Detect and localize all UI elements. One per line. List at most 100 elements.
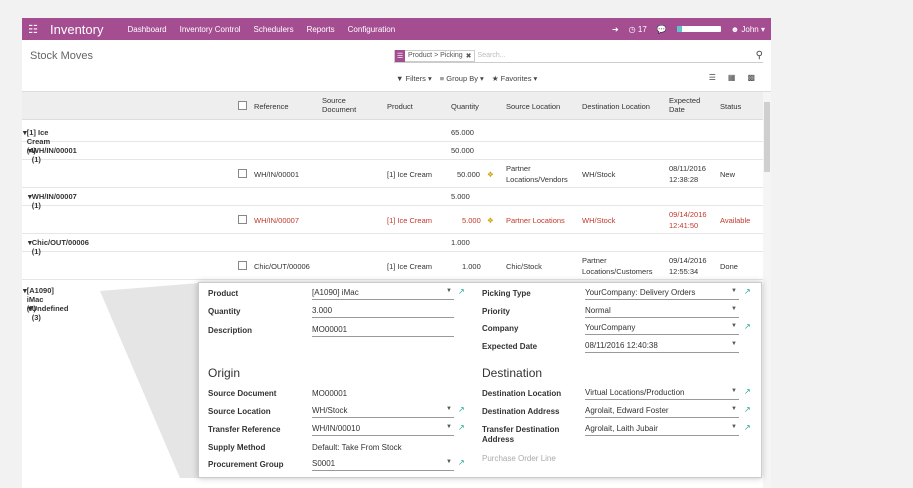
menu-configuration[interactable]: Configuration <box>347 24 396 34</box>
search-icon[interactable]: ⚲ <box>755 50 763 61</box>
user-menu[interactable]: ☻ John ▾ <box>730 24 765 34</box>
picking-type-field[interactable]: YourCompany: Delivery Orders ▼ <box>585 287 739 300</box>
favorites-label: Favorites <box>500 74 532 83</box>
table-row[interactable]: Chic/OUT/00006 [1] Ice Cream 1.000 Chic/… <box>22 252 763 280</box>
dropdown-icon[interactable]: ▼ <box>731 306 737 312</box>
company-field[interactable]: YourCompany ▼ <box>585 322 739 335</box>
search-bar[interactable]: ☰ Product > Picking ✖ Search... ⚲ <box>394 49 763 63</box>
row-checkbox[interactable] <box>238 261 247 270</box>
cell-status: Available <box>720 216 751 225</box>
cell-product: [1] Ice Cream <box>387 216 433 225</box>
external-link-icon[interactable]: ↗ <box>744 405 751 414</box>
filters-label: Filters <box>405 74 426 83</box>
company-label: Company <box>482 324 519 333</box>
apps-grid-icon[interactable]: ☷ <box>28 23 38 36</box>
row-checkbox[interactable] <box>238 215 247 224</box>
external-link-icon[interactable]: ↗ <box>458 405 465 414</box>
dropdown-icon[interactable]: ▼ <box>731 323 737 329</box>
pivot-view-icon[interactable]: ▦ <box>727 73 736 82</box>
picking-type-value: YourCompany: Delivery Orders <box>585 288 696 297</box>
menu-reports[interactable]: Reports <box>306 24 335 34</box>
col-product[interactable]: Product <box>387 102 413 111</box>
group-row-ice-cream[interactable]: ▾ [1] Ice Cream (4) 65.000 <box>22 124 763 155</box>
menu-schedulers[interactable]: Schedulers <box>253 24 294 34</box>
forecast-icon[interactable]: ❖ <box>487 170 494 179</box>
menu-inventory-control[interactable]: Inventory Control <box>179 24 241 34</box>
col-status[interactable]: Status <box>720 102 742 111</box>
priority-select[interactable]: Normal ▼ <box>585 305 739 318</box>
forecast-icon[interactable]: ❖ <box>487 216 494 225</box>
dropdown-icon[interactable]: ▼ <box>731 288 737 294</box>
col-expected-date[interactable]: Expected Date <box>669 96 701 114</box>
external-link-icon[interactable]: ↗ <box>744 387 751 396</box>
picking-type-label: Picking Type <box>482 289 531 298</box>
filters-button[interactable]: ▼ Filters ▾ <box>396 74 432 83</box>
transfer-reference-field[interactable]: WH/IN/00010 ▼ <box>312 423 454 436</box>
external-link-icon[interactable]: ↗ <box>458 458 465 467</box>
destination-location-field[interactable]: Virtual Locations/Production ▼ <box>585 387 739 400</box>
cell-destination-location: WH/Stock <box>582 170 616 179</box>
transfer-destination-field[interactable]: Agrolait, Laith Jubair ▼ <box>585 423 739 436</box>
col-source-document[interactable]: Source Document <box>322 96 357 114</box>
external-link-icon[interactable]: ↗ <box>744 423 751 432</box>
graph-view-icon[interactable]: ▩ <box>747 73 755 82</box>
activity-icon[interactable]: ◷ 17 <box>628 24 647 34</box>
group-by-button[interactable]: ≡ Group By ▾ <box>439 74 484 83</box>
expected-date-value: 08/11/2016 12:40:38 <box>585 341 658 350</box>
menu-dashboard[interactable]: Dashboard <box>127 24 167 34</box>
group-label: ▾ Chic/OUT/00006 (1) <box>28 238 89 256</box>
description-field[interactable]: MO00001 <box>312 324 454 337</box>
chat-icon[interactable]: 💬 <box>656 24 667 34</box>
search-facet[interactable]: ☰ Product > Picking ✖ <box>394 49 475 62</box>
favorites-button[interactable]: ★ Favorites ▾ <box>491 74 538 83</box>
row-checkbox[interactable] <box>238 169 247 178</box>
product-field[interactable]: [A1090] iMac ▼ <box>312 287 454 300</box>
col-destination-location[interactable]: Destination Location <box>582 102 650 111</box>
group-row-chic-out[interactable]: ▾ Chic/OUT/00006 (1) 1.000 <box>22 234 763 256</box>
scroll-thumb[interactable] <box>764 102 770 172</box>
remove-facet-icon[interactable]: ✖ <box>465 52 472 60</box>
table-row[interactable]: WH/IN/00001 [1] Ice Cream 50.000 ❖ Partn… <box>22 160 763 188</box>
cell-destination-location-2: Locations/Customers <box>582 267 653 276</box>
search-input[interactable]: Search... <box>477 52 506 59</box>
destination-address-value: Agrolait, Edward Foster <box>585 406 669 415</box>
page-title: Stock Moves <box>30 50 93 62</box>
col-source-location[interactable]: Source Location <box>506 102 561 111</box>
select-all-checkbox[interactable] <box>238 101 247 110</box>
external-link-icon[interactable]: ↗ <box>458 287 465 296</box>
group-row-wh-in-00007[interactable]: ▾ WH/IN/00007 (1) 5.000 <box>22 188 763 210</box>
dropdown-icon[interactable]: ▼ <box>446 288 452 294</box>
procurement-group-field[interactable]: S0001 ▼ <box>312 458 454 471</box>
dropdown-icon[interactable]: ▼ <box>731 424 737 430</box>
group-row-wh-in-00001[interactable]: ▾ WH/IN/00001 (1) 50.000 <box>22 142 763 164</box>
group-quantity: 1.000 <box>451 238 470 247</box>
login-icon[interactable]: ➜ <box>611 24 619 34</box>
group-row-imac[interactable]: ▾ [A1090] iMac (7) <box>22 282 763 313</box>
external-link-icon[interactable]: ↗ <box>744 287 751 296</box>
col-quantity[interactable]: Quantity <box>451 102 479 111</box>
list-view-icon[interactable]: ☰ <box>708 73 716 82</box>
source-location-field[interactable]: WH/Stock ▼ <box>312 405 454 418</box>
group-label: ▾ WH/IN/00007 (1) <box>28 192 77 210</box>
quantity-field[interactable]: 3.000 <box>312 305 454 318</box>
table-row[interactable]: WH/IN/00007 [1] Ice Cream 5.000 ❖ Partne… <box>22 206 763 234</box>
dropdown-icon[interactable]: ▼ <box>731 406 737 412</box>
external-link-icon[interactable]: ↗ <box>458 423 465 432</box>
dropdown-icon[interactable]: ▼ <box>446 424 452 430</box>
col-reference[interactable]: Reference <box>254 102 289 111</box>
group-label: ▾ [1] Ice Cream (4) <box>23 128 51 155</box>
expected-date-field[interactable]: 08/11/2016 12:40:38 ▼ <box>585 340 739 353</box>
list-scrollbar[interactable] <box>763 92 771 488</box>
progress-bar <box>676 26 721 32</box>
destination-address-field[interactable]: Agrolait, Edward Foster ▼ <box>585 405 739 418</box>
app-brand[interactable]: Inventory <box>50 21 104 37</box>
dropdown-icon[interactable]: ▼ <box>446 459 452 465</box>
dropdown-icon[interactable]: ▼ <box>731 388 737 394</box>
dropdown-icon[interactable]: ▼ <box>731 341 737 347</box>
group-row-undefined[interactable]: ▾ Undefined (3) <box>22 300 763 322</box>
source-document-label: Source Document <box>208 389 277 398</box>
dropdown-icon[interactable]: ▼ <box>446 406 452 412</box>
cell-status: New <box>720 170 736 179</box>
external-link-icon[interactable]: ↗ <box>744 322 751 331</box>
